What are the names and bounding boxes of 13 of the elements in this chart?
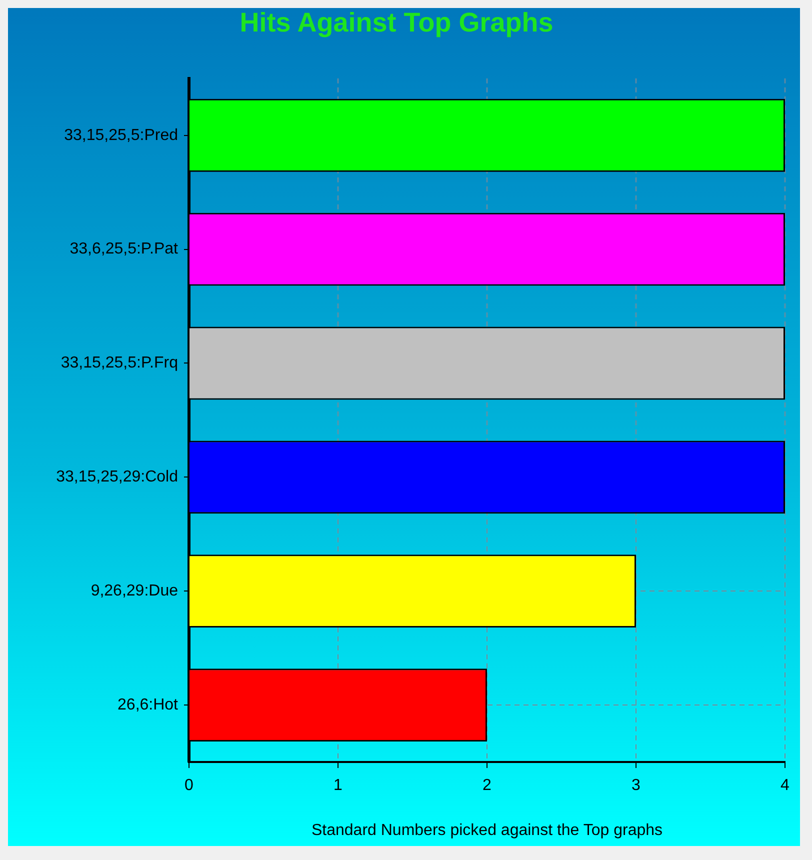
y-tick-label: 26,6:Hot: [118, 696, 179, 714]
x-tick-label: 4: [780, 777, 790, 794]
y-tick-label: 33,6,25,5:P.Pat: [70, 240, 179, 258]
y-tick-label: 33,15,25,5:P.Frq: [60, 354, 178, 372]
y-tick-label: 33,15,25,29:Cold: [56, 468, 178, 486]
x-tick-label: 1: [334, 777, 343, 794]
x-tick-label: 0: [184, 777, 194, 794]
x-tick-label: 3: [632, 777, 641, 794]
x-tick-label: 2: [482, 777, 492, 794]
chart-title: Hits Against Top Graphs: [240, 8, 554, 38]
y-tick-label: 33,15,25,5:Pred: [64, 126, 178, 144]
x-axis-title: Standard Numbers picked against the Top graphs: [311, 822, 663, 839]
y-tick-label: 9,26,29:Due: [90, 582, 178, 600]
